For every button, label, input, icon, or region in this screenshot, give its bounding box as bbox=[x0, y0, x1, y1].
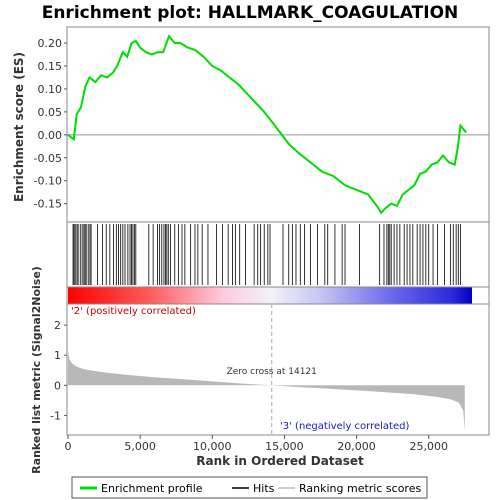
es-y-axis: -0.15 -0.10 -0.05 0.00 0.05 0.10 0.15 0.20 bbox=[34, 37, 67, 211]
es-y-axis-label: Enrichment score (ES) bbox=[12, 52, 26, 202]
es-y-tick-label: 0.20 bbox=[38, 37, 63, 50]
ranked-axes: -1 0 1 2 0 5,000 10,000 15,000 20,000 25,000 bbox=[50, 319, 448, 453]
x-tick-label: 5,000 bbox=[124, 440, 156, 453]
x-tick-label: 0 bbox=[65, 440, 72, 453]
ranked-y-tick-label: 0 bbox=[54, 379, 61, 392]
x-tick-label: 20,000 bbox=[337, 440, 376, 453]
x-axis-label: Rank in Ordered Dataset bbox=[196, 454, 364, 468]
es-y-tick-label: 0.10 bbox=[38, 83, 63, 96]
ranked-y-tick-label: -1 bbox=[50, 409, 61, 422]
es-panel-frame bbox=[66, 26, 490, 223]
negative-correlation-label: '3' (negatively correlated) bbox=[280, 421, 409, 432]
legend-box bbox=[71, 476, 428, 499]
ranked-y-tick-label: 1 bbox=[54, 349, 61, 362]
enrichment-profile bbox=[67, 34, 467, 215]
legend: Enrichment profile Hits Ranking metric s… bbox=[71, 476, 428, 499]
chart-title: Enrichment plot: HALLMARK_COAGULATION bbox=[42, 3, 459, 23]
ranked-y-tick-label: 2 bbox=[54, 319, 61, 332]
x-tick-label: 10,000 bbox=[193, 440, 232, 453]
legend-enrichment-label: Enrichment profile bbox=[101, 482, 203, 495]
positive-correlation-label: '2' (positively correlated) bbox=[71, 306, 196, 317]
ranking-metric-area bbox=[68, 350, 465, 432]
es-y-tick-label: 0.15 bbox=[38, 60, 63, 73]
enrichment-profile-line bbox=[67, 34, 467, 215]
x-tick-label: 25,000 bbox=[409, 440, 448, 453]
ranked-panel-frame bbox=[66, 303, 490, 436]
ranked-y-axis-label: Ranked list metric (Signal2Noise) bbox=[30, 266, 43, 474]
legend-metric-label: Ranking metric scores bbox=[299, 482, 421, 495]
legend-hits-label: Hits bbox=[253, 482, 275, 495]
es-y-tick-label: -0.10 bbox=[34, 175, 62, 188]
es-y-tick-label: -0.15 bbox=[34, 198, 62, 211]
rank-color-strip bbox=[66, 286, 490, 305]
zero-cross-label: Zero cross at 14121 bbox=[227, 367, 317, 377]
hit-marks bbox=[72, 224, 461, 285]
hits-panel-frame bbox=[66, 221, 490, 288]
es-y-tick-label: 0.00 bbox=[38, 129, 63, 142]
x-tick-label: 15,000 bbox=[265, 440, 304, 453]
ranking-metric-fill bbox=[68, 350, 465, 432]
es-y-tick-label: -0.05 bbox=[34, 152, 62, 165]
es-y-tick-label: 0.05 bbox=[38, 106, 63, 119]
